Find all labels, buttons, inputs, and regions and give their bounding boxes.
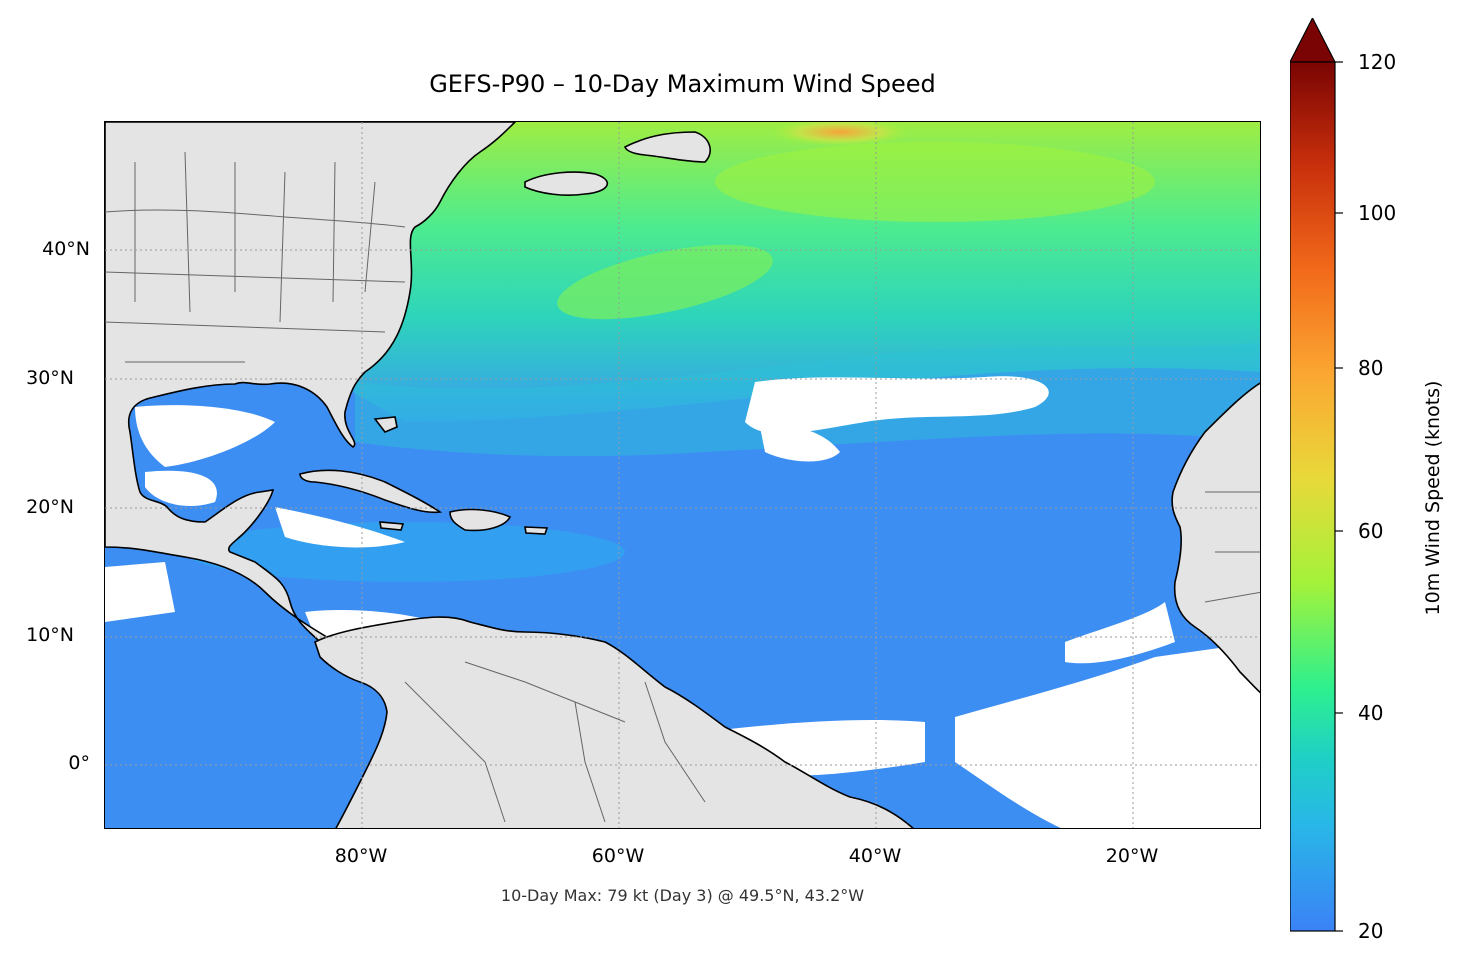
colorbar-graphic	[1289, 16, 1343, 932]
colorbar-tick-60: 60	[1358, 519, 1384, 543]
colorbar-extend-arrow	[1289, 16, 1336, 63]
colorbar-tick-40: 40	[1358, 701, 1384, 725]
lat-label-20n: 20°N	[26, 496, 74, 518]
wind-speed-map	[105, 122, 1260, 828]
gridlines	[105, 122, 1260, 828]
lat-label-40n: 40°N	[42, 238, 90, 260]
colorbar	[1289, 16, 1350, 942]
land-hispaniola	[449, 508, 512, 532]
wind-field-streak	[715, 142, 1155, 222]
map-title: GEFS-P90 – 10-Day Maximum Wind Speed	[429, 70, 936, 98]
lat-label-10n: 10°N	[26, 624, 74, 646]
land-newfoundland	[623, 131, 711, 163]
land-africa	[1171, 382, 1260, 694]
land-south-america	[314, 616, 914, 828]
lon-label-40w: 40°W	[848, 845, 902, 867]
lon-label-20w: 20°W	[1105, 845, 1159, 867]
colorbar-ticks	[1335, 61, 1343, 932]
lon-label-80w: 80°W	[334, 845, 388, 867]
max-wind-footnote: 10-Day Max: 79 kt (Day 3) @ 49.5°N, 43.2…	[500, 886, 865, 905]
colorbar-tick-80: 80	[1358, 356, 1384, 380]
lat-label-30n: 30°N	[26, 367, 74, 389]
colorbar-gradient	[1289, 61, 1336, 932]
colorbar-tick-120: 120	[1358, 50, 1397, 74]
wind-field-streak	[557, 244, 773, 320]
lat-label-0: 0°	[68, 752, 90, 774]
land-jamaica	[379, 521, 405, 531]
map-plot-area[interactable]	[104, 121, 1261, 829]
land-puerto-rico	[524, 526, 549, 535]
land-bahamas	[373, 416, 398, 433]
land-masses	[105, 122, 1260, 828]
colorbar-label: 10m Wind Speed (knots)	[1422, 380, 1444, 616]
land-nova-scotia	[524, 171, 609, 196]
colorbar-tick-20: 20	[1358, 919, 1384, 943]
max-wind-hotspot	[770, 122, 910, 146]
land-cuba	[299, 469, 443, 514]
colorbar-tick-100: 100	[1358, 201, 1397, 225]
lon-label-60w: 60°W	[591, 845, 645, 867]
political-borders	[105, 151, 1260, 823]
